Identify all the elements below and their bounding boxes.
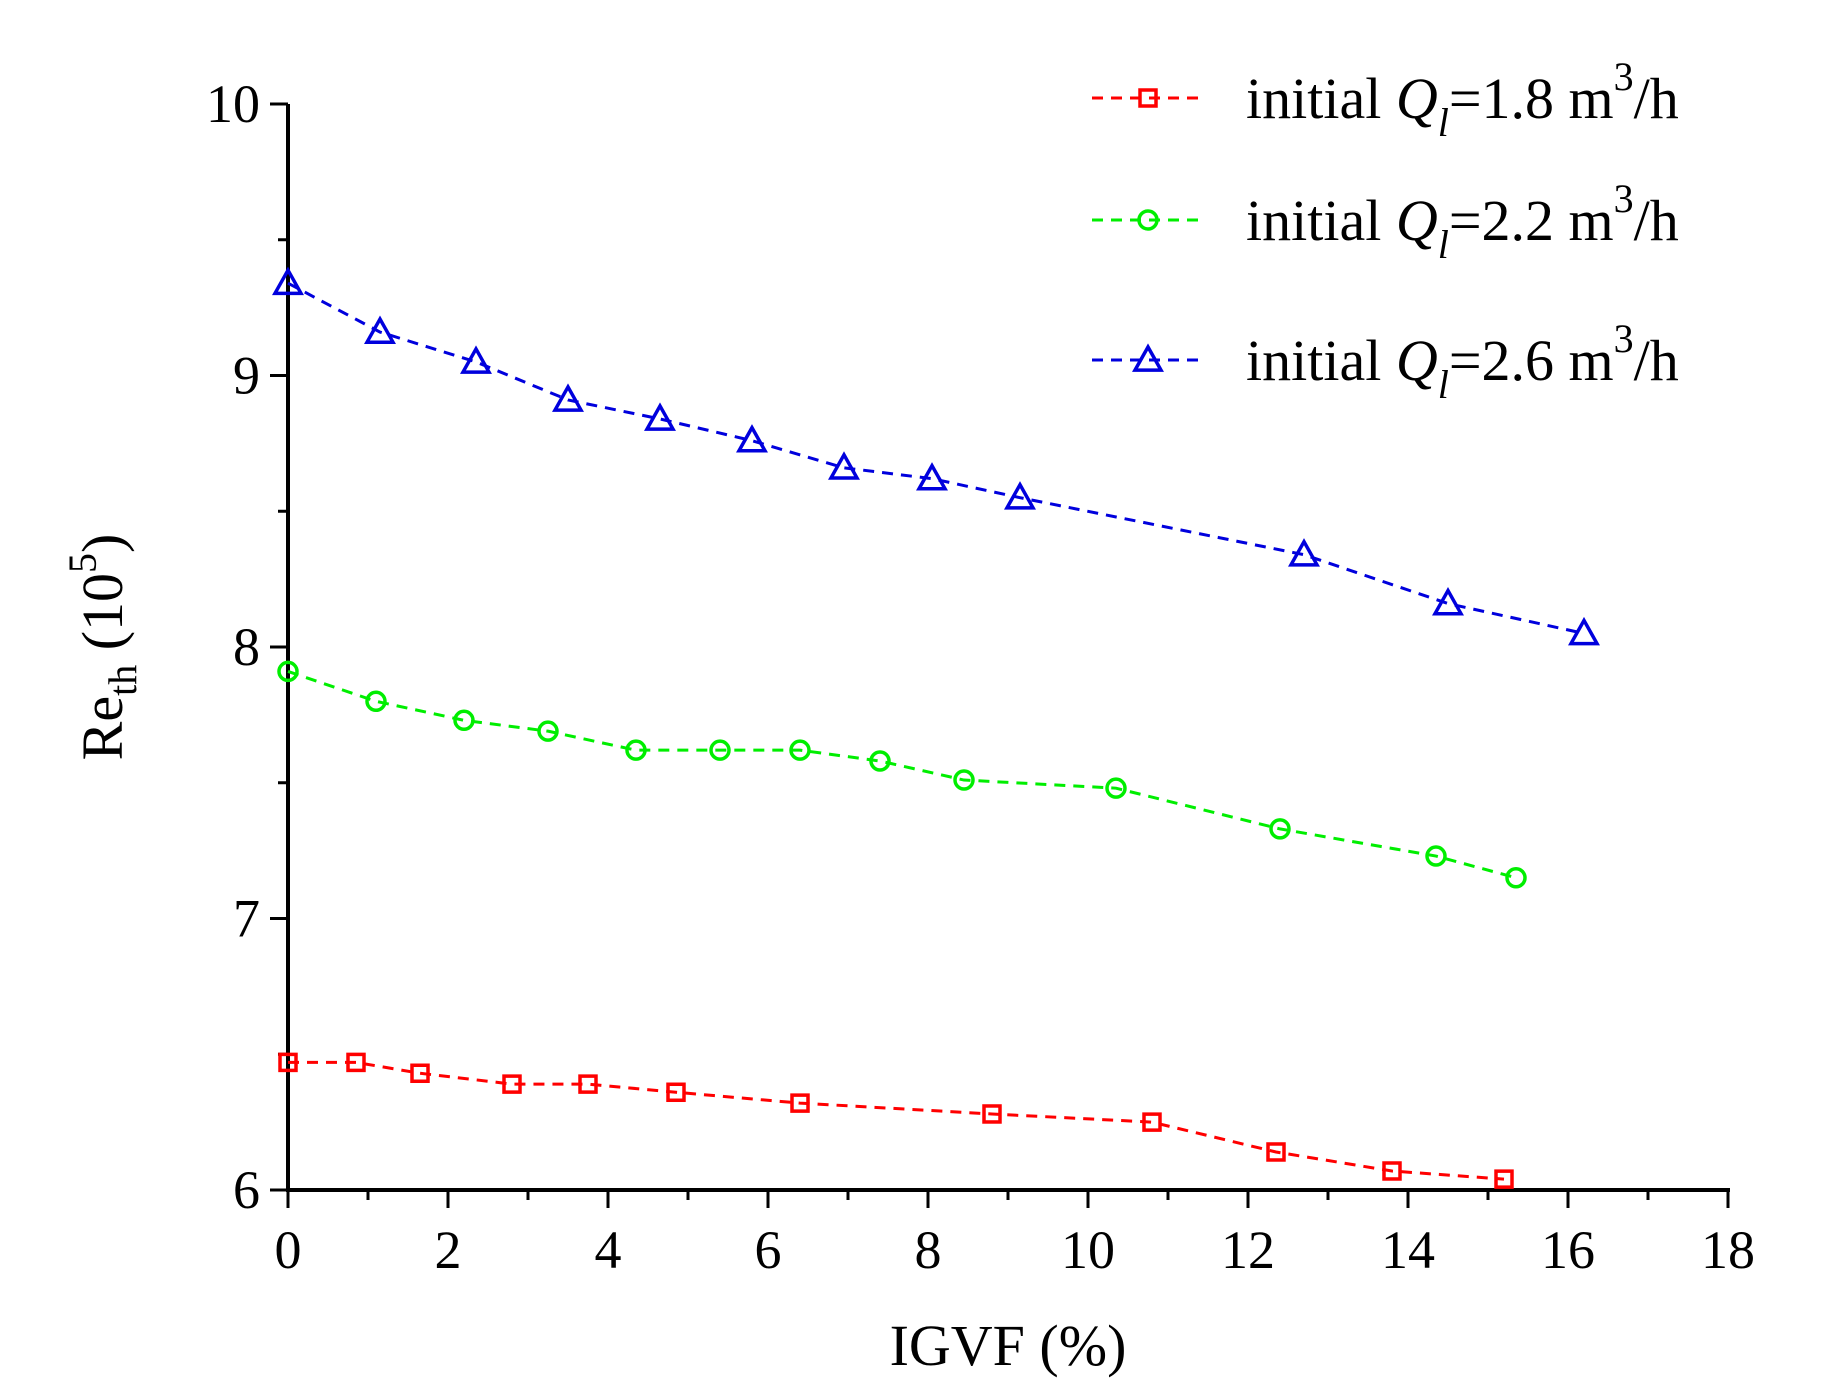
x-axis-title: IGVF (%) [890,1313,1127,1378]
series-1-point [502,1074,522,1094]
series-3-point [1004,481,1036,510]
axis-ticks: 0 2 4 6 8 10 12 14 16 18 6 7 8 9 10 [206,74,1755,1280]
series-group [272,266,1600,1189]
series-1-point [1494,1169,1514,1189]
x-tick-label-12: 12 [1221,1220,1275,1280]
legend-label: initial Ql=2.2 m3/h [1246,176,1679,267]
series-1-point [410,1063,430,1084]
legend-label: initial Ql=2.6 m3/h [1246,316,1679,407]
series-2-point [1105,777,1127,799]
series-1-point [790,1093,810,1113]
series-1-point [982,1104,1002,1124]
series-2-point [277,660,299,683]
y-axis-title-unit-close: ) [70,534,135,553]
legend-entry-2: initial Ql=2.2 m3/h [1092,176,1679,267]
legend-label-part: initial [1246,66,1396,131]
series-3-point [552,383,584,412]
series-3-point [460,345,492,374]
series-3-point [1432,586,1464,616]
legend-marker [1138,88,1158,108]
series-3-point [828,451,860,480]
series-1-point [666,1082,686,1103]
y-tick-label-10: 10 [206,74,260,134]
y-axis-title: Reth (105) [60,534,145,761]
legend-label-part: /h [1634,328,1679,393]
series-2-point [453,709,475,732]
series-2-point [625,739,647,761]
series-2 [277,660,1527,889]
series-3 [272,266,1600,646]
series-1-line [288,1060,1505,1181]
series-3-point [1288,538,1320,567]
series-3-line [287,281,1585,635]
y-tick-label-7: 7 [233,889,260,949]
x-tick-label-2: 2 [435,1220,462,1280]
series-2-point [365,690,387,713]
legend-entry-1: initial Ql=1.8 m3/h [1092,54,1679,145]
series-2-point [789,739,811,761]
y-tick-label-6: 6 [233,1160,260,1220]
series-2-line [287,670,1517,880]
legend-label-part: =1.8 m [1449,66,1614,131]
series-3-point [736,424,768,453]
y-tick-label-9: 9 [233,346,260,406]
legend-label: initial Ql=1.8 m3/h [1246,54,1679,145]
x-tick-label-6: 6 [755,1220,782,1280]
x-tick-label-16: 16 [1541,1220,1595,1280]
y-axis-title-unit-sup: 5 [60,553,105,573]
series-3-point [1568,616,1600,646]
y-axis-title-base: Re [70,696,135,760]
x-tick-label-18: 18 [1701,1220,1755,1280]
x-tick-label-10: 10 [1061,1220,1115,1280]
series-2-point [537,720,559,742]
legend-label-part: 3 [1614,176,1634,221]
legend-label-part: =2.2 m [1449,188,1614,253]
series-2-point [1425,845,1447,867]
series-2-point [1269,818,1291,840]
series-1-point [578,1074,598,1094]
x-tick-label-0: 0 [275,1220,302,1280]
legend-label-part: /h [1634,188,1679,253]
legend-label-part: Q [1396,188,1438,253]
series-2-point [869,750,891,772]
legend-label-part: /h [1634,66,1679,131]
legend-label-part: l [1438,362,1449,407]
legend-label-part: Q [1396,66,1438,131]
legend-label-part: Q [1396,328,1438,393]
y-axis-title-subscript: th [100,665,145,696]
legend-marker [1137,209,1159,231]
y-tick-label-8: 8 [233,617,260,677]
series-1 [278,1052,1514,1189]
legend-entry-3: initial Ql=2.6 m3/h [1092,316,1679,407]
legend-marker [1132,343,1164,372]
legend-label-part: =2.6 m [1449,328,1614,393]
series-1-point [1382,1161,1402,1181]
y-axis-title-unit-open: (10 [70,573,135,665]
legend-label-part: 3 [1614,316,1634,361]
series-1-point [278,1052,298,1073]
legend-label-part: initial [1246,328,1396,393]
legend-label-part: l [1438,100,1449,145]
series-1-point [346,1052,366,1073]
series-2-point [1505,867,1527,889]
series-1-point [1142,1112,1162,1132]
x-tick-label-4: 4 [595,1220,622,1280]
x-tick-label-8: 8 [915,1220,942,1280]
series-3-point [364,315,396,344]
legend-label-part: 3 [1614,54,1634,99]
plot-area: 0 2 4 6 8 10 12 14 16 18 6 7 8 9 10 [206,74,1755,1280]
series-2-point [709,739,731,761]
x-tick-label-14: 14 [1381,1220,1435,1280]
series-1-point [1266,1142,1286,1162]
series-2-point [953,769,975,791]
series-3-point [916,462,948,491]
series-3-point [644,402,676,431]
legend-label-part: initial [1246,188,1396,253]
legend-label-part: l [1438,222,1449,267]
series-3-point [272,266,304,296]
